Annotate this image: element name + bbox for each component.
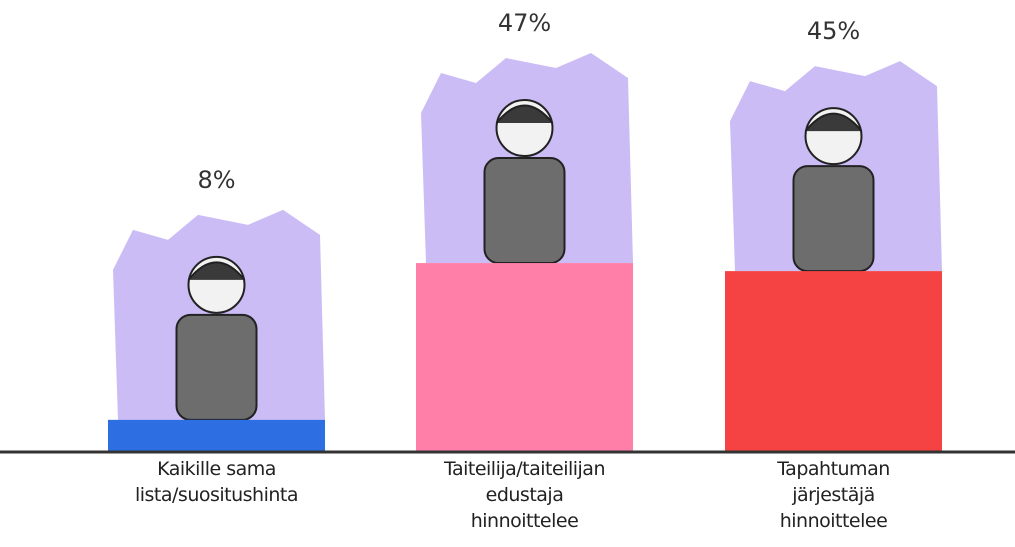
- illustration-body: [177, 315, 257, 420]
- bar: [416, 263, 633, 452]
- bar: [108, 420, 325, 452]
- category-label: Tapahtuman järjestäjä hinnoittelee: [704, 456, 964, 534]
- illustration-body: [485, 158, 565, 263]
- chart: 8% 47% 45% Kaikille sama lista/suositushin…: [0, 0, 1015, 547]
- bar: [725, 271, 942, 452]
- category-label: Kaikille sama lista/suositushinta: [87, 456, 347, 508]
- value-label: 47%: [498, 9, 551, 37]
- value-label: 45%: [807, 17, 860, 45]
- value-label: 8%: [197, 166, 235, 194]
- illustration-body: [794, 166, 874, 271]
- category-label: Taiteilija/taiteilijan edustaja hinnoitt…: [395, 456, 655, 534]
